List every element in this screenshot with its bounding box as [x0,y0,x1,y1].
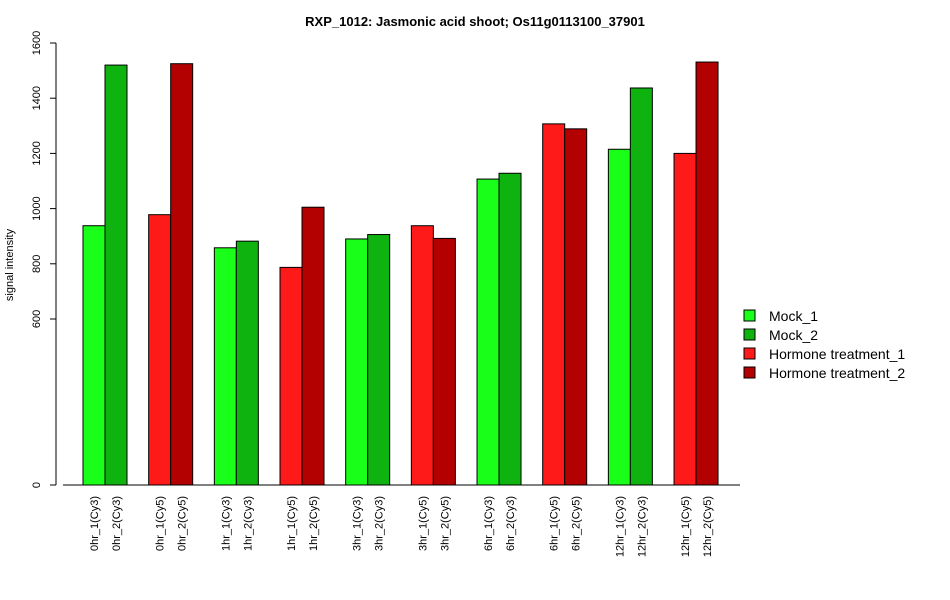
bar [564,128,588,486]
bar [301,206,325,486]
bar [410,225,434,486]
x-tick-label: 3hr_1(Cy5) [417,496,429,551]
y-tick-label: 1200 [31,141,43,165]
x-tick-label: 1hr_2(Cy3) [242,496,254,551]
bar [629,87,653,486]
chart-title: RXP_1012: Jasmonic acid shoot; Os11g0113… [305,14,645,29]
bar [104,64,128,486]
x-tick-label: 12hr_1(Cy5) [680,496,692,557]
bar [432,237,456,486]
y-tick-label: 0 [31,482,43,488]
x-tick-label: 0hr_2(Cy3) [111,496,123,551]
y-axis: 0 600 800 1000 1200 1400 1600 [31,31,57,488]
x-tick-label: 0hr_1(Cy3) [89,496,101,551]
legend-item: Mock_1 [743,308,818,324]
x-tick-label: 6hr_2(Cy5) [571,496,583,551]
legend: Mock_1 Mock_2 Hormone treatment_1 Hormone t… [743,308,905,381]
legend-label: Hormone treatment_2 [769,365,905,381]
legend-item: Hormone treatment_1 [743,346,905,362]
x-tick-label: 12hr_2(Cy3) [636,496,648,557]
bar [279,266,303,486]
y-tick-label: 600 [31,310,43,328]
x-tick-label: 6hr_2(Cy3) [505,496,517,551]
x-axis-tick-labels: 0hr_1(Cy3) 0hr_2(Cy3) 0hr_1(Cy5) 0hr_2(Cy5)… [89,496,714,557]
bar [695,61,719,486]
bar [367,234,391,486]
bar [235,240,259,486]
y-axis-label: signal intensity [4,228,16,301]
y-tick-label: 1600 [31,31,43,55]
x-tick-label: 3hr_2(Cy5) [439,496,451,551]
bar [498,172,522,486]
bar [345,238,369,486]
legend-swatch [743,309,756,322]
x-tick-label: 1hr_1(Cy5) [286,496,298,551]
x-tick-label: 12hr_2(Cy5) [702,496,714,557]
x-tick-label: 6hr_1(Cy5) [549,496,561,551]
bar [673,152,697,486]
x-tick-label: 1hr_2(Cy5) [308,496,320,551]
bar [148,214,172,486]
legend-swatch [743,347,756,360]
x-tick-label: 0hr_2(Cy5) [177,496,189,551]
legend-label: Mock_1 [769,308,818,324]
bar [476,178,500,486]
bar [170,63,194,486]
x-tick-label: 3hr_1(Cy3) [352,496,364,551]
x-tick-label: 6hr_1(Cy3) [483,496,495,551]
x-tick-label: 1hr_1(Cy3) [220,496,232,551]
y-tick-label: 800 [31,255,43,273]
x-tick-label: 12hr_1(Cy3) [614,496,626,557]
legend-swatch [743,366,756,379]
legend-swatch [743,328,756,341]
bar [607,148,631,486]
x-tick-label: 3hr_2(Cy3) [374,496,386,551]
bar [213,247,237,486]
legend-item: Hormone treatment_2 [743,365,905,381]
legend-label: Hormone treatment_1 [769,346,905,362]
bars [82,61,719,486]
bar [542,123,566,486]
legend-label: Mock_2 [769,327,818,343]
y-tick-label: 1400 [31,86,43,110]
y-tick-label: 1000 [31,196,43,220]
x-tick-label: 0hr_1(Cy5) [155,496,167,551]
bar [82,225,106,486]
legend-item: Mock_2 [743,327,818,343]
